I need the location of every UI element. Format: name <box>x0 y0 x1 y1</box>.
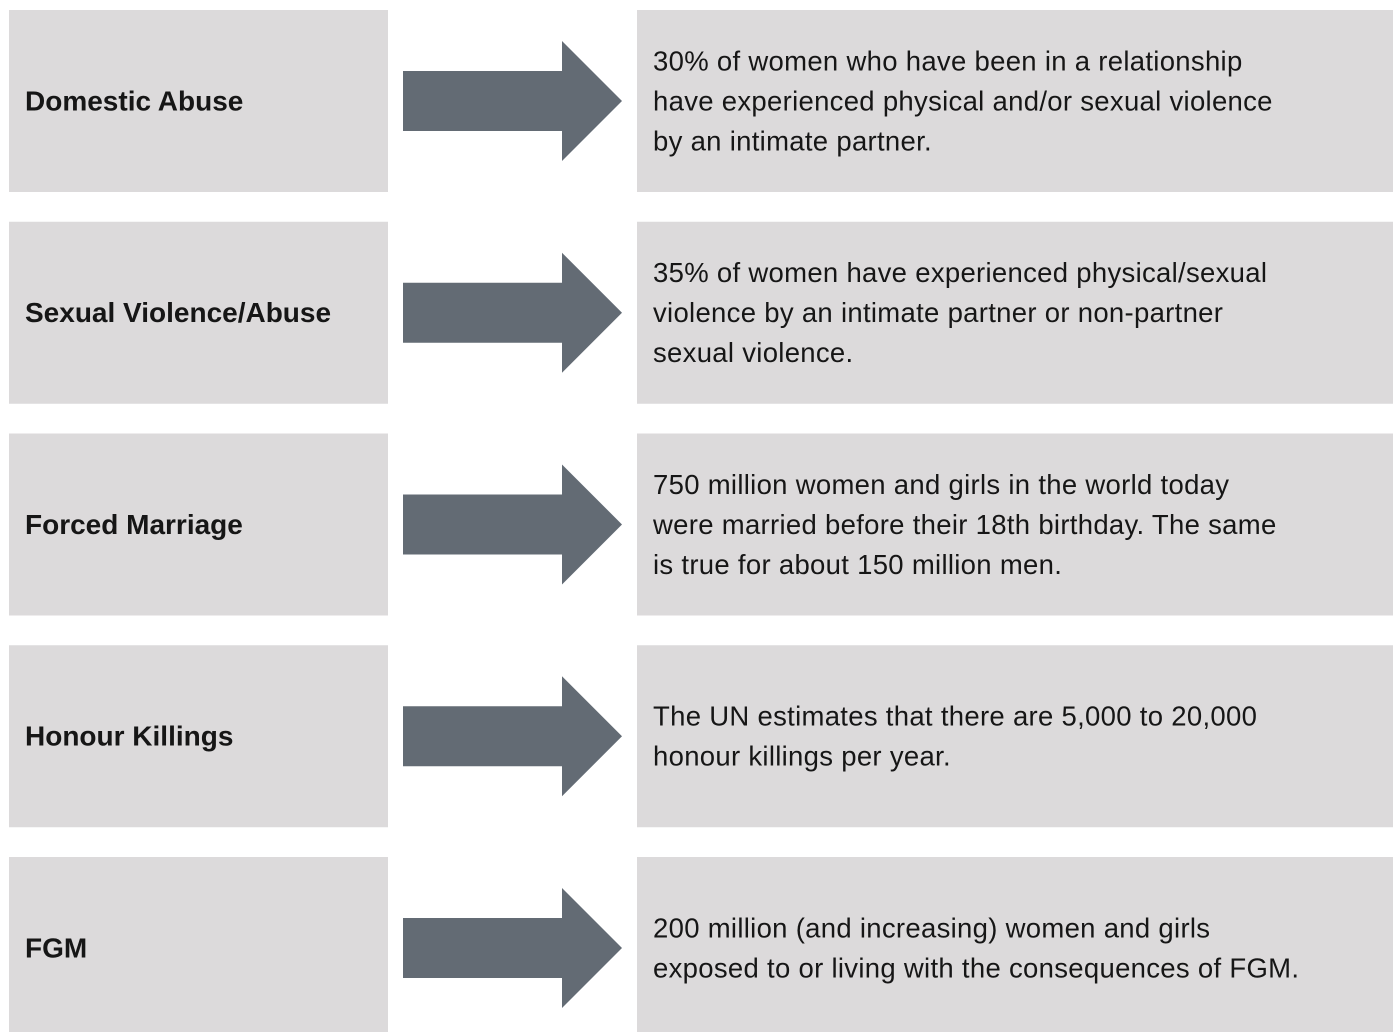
description-line: exposed to or living with the consequenc… <box>653 952 1299 983</box>
description-box <box>637 221 1393 404</box>
row-label: Forced Marriage <box>25 509 243 540</box>
row-label: FGM <box>25 932 87 963</box>
description-line: 35% of women have experienced physical/s… <box>653 257 1267 288</box>
description-line: is true for about 150 million men. <box>653 549 1062 580</box>
label-box <box>9 221 388 404</box>
description-line: violence by an intimate partner or non-p… <box>653 297 1223 328</box>
description-box <box>637 10 1393 192</box>
description-line: 200 million (and increasing) women and g… <box>653 912 1210 943</box>
description-line: 30% of women who have been in a relation… <box>653 45 1243 76</box>
description-line: were married before their 18th birthday.… <box>652 509 1277 540</box>
label-box <box>9 857 388 1032</box>
description-box <box>637 433 1393 616</box>
arrow <box>403 464 622 585</box>
row-label: Sexual Violence/Abuse <box>25 297 331 328</box>
label-box <box>9 645 388 828</box>
arrow <box>403 41 622 161</box>
description-box <box>637 857 1393 1032</box>
row-label: Domestic Abuse <box>25 85 243 116</box>
row-label: Honour Killings <box>25 721 233 752</box>
description-line: by an intimate partner. <box>653 125 932 156</box>
description-line: sexual violence. <box>653 337 853 368</box>
description-line: 750 million women and girls in the world… <box>653 469 1229 500</box>
arrow <box>403 252 622 373</box>
description-line: honour killings per year. <box>653 741 951 772</box>
description-line: The UN estimates that there are 5,000 to… <box>653 701 1257 732</box>
label-box <box>9 433 388 616</box>
description-line: have experienced physical and/or sexual … <box>653 85 1273 116</box>
arrow <box>403 676 622 797</box>
description-box <box>637 645 1393 828</box>
label-box <box>9 10 388 192</box>
arrow <box>403 888 622 1008</box>
